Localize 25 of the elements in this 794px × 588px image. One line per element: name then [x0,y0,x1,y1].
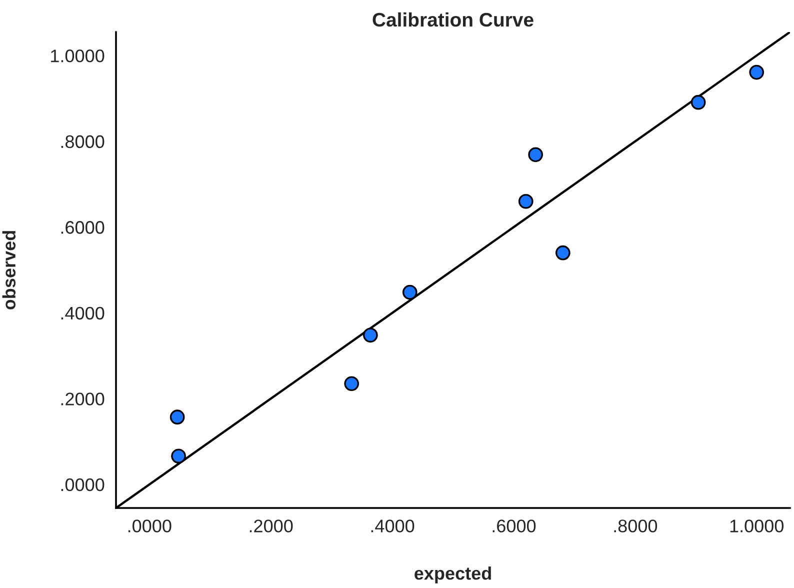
y-tick-label: .6000 [61,221,104,234]
chart-title: Calibration Curve [372,12,534,27]
point [402,284,418,300]
x-axis-title: expected [414,566,491,584]
point [690,94,706,110]
point [362,328,378,343]
x-tick-label: .6000 [492,520,536,532]
point [170,410,185,425]
x-tick-label: 1.0000 [730,520,784,532]
y-tick-label: .8000 [61,135,104,148]
x-tick-label: .4000 [371,520,414,532]
y-tick-label: 1.0000 [51,50,104,62]
y-tick-label: .0000 [61,478,104,492]
y-tick-label: .4000 [61,306,104,320]
x-tick-label: .0000 [128,520,172,532]
y-axis-title: observed [2,231,16,310]
point [749,64,764,80]
x-tick-label: .2000 [250,520,293,532]
y-tick-label: .2000 [61,392,104,406]
point [171,448,186,464]
point [555,245,570,260]
x-tick-label: .8000 [614,520,658,532]
point [518,194,534,209]
point [528,147,544,162]
point [344,376,360,392]
